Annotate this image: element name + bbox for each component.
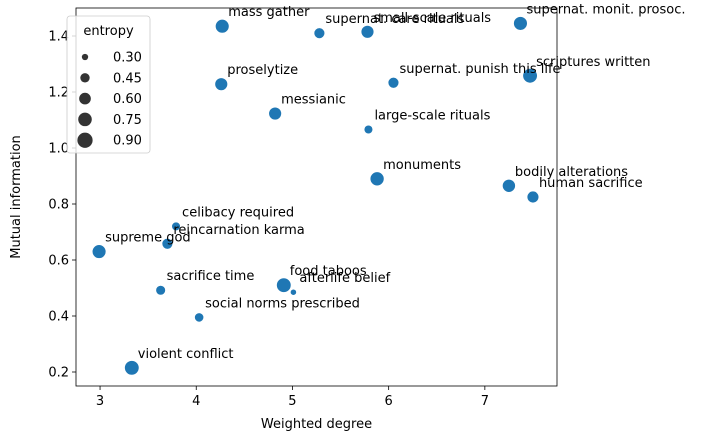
- data-point: [501, 178, 516, 193]
- y-tick-label: 0.2: [48, 366, 69, 381]
- legend-entry-label: 0.90: [113, 134, 142, 149]
- point-label: messianic: [281, 93, 346, 108]
- data-point: [313, 27, 326, 40]
- y-tick-label: 1.2: [48, 86, 69, 101]
- point-label: mass gather: [228, 5, 310, 20]
- point-label: bodily alterations: [515, 165, 628, 180]
- points-layer: [91, 16, 540, 376]
- y-ticks: 0.2 0.4 0.6 0.8 1.0 1.2 1.4: [48, 30, 76, 381]
- plot-frame: [75, 7, 558, 387]
- legend-entry-label: 0.30: [113, 51, 142, 66]
- legend-marker: [78, 112, 92, 127]
- data-point: [161, 237, 174, 250]
- legend-entry-label: 0.75: [113, 113, 142, 128]
- point-label: large-scale rituals: [374, 109, 490, 124]
- legend: entropy 0.30 0.45 0.60 0.75 0.90: [66, 15, 151, 154]
- legend-entry-label: 0.60: [113, 92, 142, 107]
- point-label: reincarnation karma: [173, 223, 304, 238]
- x-tick-label: 6: [385, 394, 393, 409]
- data-point: [124, 360, 140, 376]
- point-label: supreme god: [105, 231, 191, 246]
- point-label: afterlife belief: [299, 271, 390, 286]
- point-label: social norms prescribed: [205, 296, 360, 311]
- point-label: celibacy required: [182, 205, 294, 220]
- data-point: [268, 106, 283, 121]
- data-point: [214, 77, 229, 92]
- point-label: supernat. monit. prosoc.: [526, 2, 685, 17]
- legend-marker: [80, 73, 90, 83]
- point-label: human sacrifice: [539, 176, 643, 191]
- data-point: [214, 18, 230, 34]
- point-label: proselytize: [227, 63, 298, 78]
- y-tick-label: 1.4: [48, 30, 69, 45]
- x-tick-label: 4: [192, 394, 200, 409]
- data-point: [194, 312, 205, 323]
- point-label: food taboos: [290, 264, 367, 279]
- data-point: [276, 277, 292, 293]
- data-point: [91, 244, 107, 259]
- point-labels-layer: mass gather supernat. care ritualssmall-s…: [105, 2, 685, 361]
- data-point: [369, 171, 385, 187]
- point-label: small-scale rituals: [373, 11, 491, 26]
- x-tick-label: 3: [96, 394, 104, 409]
- y-tick-label: 0.6: [48, 254, 69, 269]
- point-label: violent conflict: [138, 347, 234, 362]
- point-label: sacrifice time: [167, 269, 255, 284]
- legend-marker: [77, 132, 93, 148]
- point-label: monuments: [383, 158, 461, 173]
- x-tick-label: 5: [288, 394, 296, 409]
- legend-marker: [81, 53, 89, 61]
- y-tick-label: 1.0: [48, 142, 69, 157]
- data-point: [387, 76, 400, 89]
- y-tick-label: 0.8: [48, 198, 69, 213]
- x-ticks: 3 4 5 6 7: [96, 386, 489, 409]
- x-tick-label: 7: [481, 394, 489, 409]
- legend-entry-label: 0.45: [113, 71, 142, 86]
- x-axis-label: Weighted degree: [261, 417, 372, 432]
- data-point: [363, 124, 374, 135]
- data-point: [171, 221, 181, 232]
- y-axis-label: Mutual information: [9, 135, 24, 259]
- point-label: supernat. care rituals: [325, 12, 464, 27]
- data-point: [360, 24, 375, 39]
- legend-marker: [79, 92, 91, 105]
- y-tick-label: 0.4: [48, 310, 69, 325]
- data-point: [522, 68, 538, 84]
- data-point: [526, 190, 540, 204]
- legend-title: entropy: [83, 24, 134, 39]
- point-label: scriptures written: [536, 55, 650, 70]
- point-label: supernat. punish this life: [399, 62, 560, 77]
- data-point: [289, 288, 297, 296]
- data-point: [155, 284, 166, 296]
- data-point: [513, 16, 528, 31]
